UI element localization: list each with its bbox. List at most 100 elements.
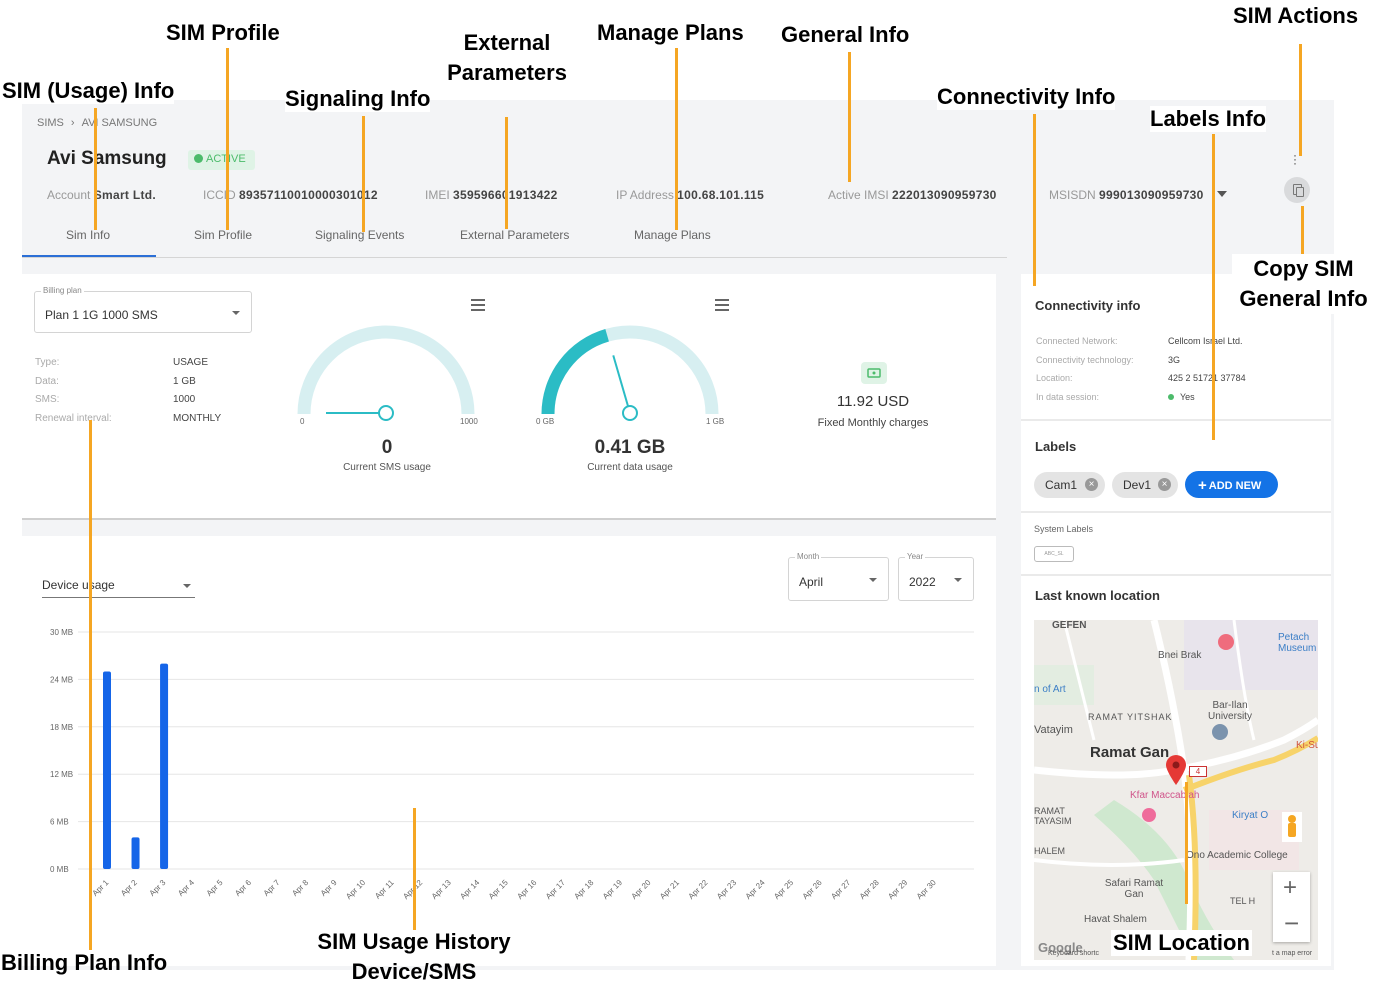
x-tick-label: Apr 25 [772,878,795,901]
data-gauge-min: 0 GB [536,417,555,426]
x-tick-label: Apr 29 [886,878,909,901]
divider [1021,574,1331,576]
data-usage-value: 0.41 GB [594,437,666,458]
chart-bar [131,837,140,869]
map-roads [1034,620,1318,960]
tab-external-parameters[interactable]: External Parameters [460,228,570,242]
map-place-label: RAMAT YITSHAK [1088,712,1173,722]
iccid-info: ICCID 89357110010000301012 [203,188,378,202]
year-select[interactable]: Year 2022 [898,552,974,601]
sms-gauge-menu-icon[interactable] [471,299,485,311]
data-gauge-menu-icon[interactable] [715,299,729,311]
month-select[interactable]: Month April [788,552,889,601]
imei-info: IMEI 359596601913422 [425,188,558,202]
check-circle-icon [194,154,203,163]
breadcrumb: SIMS › AVI SAMSUNG [37,117,157,129]
map-place-label: Vatayim [1034,724,1073,736]
sms-gauge-hub [378,405,394,421]
annotation-line [1299,44,1302,156]
data-gauge-fill [541,329,610,415]
map-place-label: Ramat Gan [1090,744,1170,761]
zoom-out-icon[interactable]: − [1284,908,1300,938]
x-tick-label: Apr 27 [829,878,852,901]
chart-bar [103,671,111,869]
usage-type-select[interactable]: Device usage [42,576,195,598]
map-place-label: HALEM [1034,846,1066,856]
billing-plan-select-label: Billing plan [41,286,84,295]
street-view-icon[interactable] [1282,812,1302,842]
map-place-label: Bar-Ilan University [1208,700,1252,722]
copy-button[interactable] [1284,177,1310,203]
ip-info: IP Address 100.68.101.115 [616,188,764,202]
x-tick-label: Apr 14 [458,878,481,901]
billing-type-key: Type: [35,357,60,368]
label-chip: Cam1 × [1034,472,1105,498]
x-tick-label: Apr 30 [915,878,938,901]
msisdn-label: MSISDN [1049,188,1096,202]
data-session-value: Yes [1168,392,1195,402]
location-map[interactable]: GEFEN Bnei Brak Petach Museum n of Art B… [1034,620,1318,960]
tab-signaling-events[interactable]: Signaling Events [315,228,405,242]
data-gauge-hub [622,405,638,421]
imsi-info: Active IMSI 222013090959730 [828,188,997,202]
y-tick-label: 6 MB [50,818,69,827]
close-icon[interactable]: × [1085,478,1098,491]
annotation-line [362,116,365,232]
divider [1021,419,1331,421]
msisdn-info: MSISDN 999013090959730 [1049,188,1204,202]
chevron-down-icon [954,578,962,582]
account-info: Account Smart Ltd. [47,188,156,202]
x-tick-label: Apr 28 [858,878,881,901]
msisdn-dropdown-icon[interactable] [1217,191,1227,197]
annotation-line [1033,114,1036,286]
data-session-key: In data session: [1036,392,1100,402]
map-place-label: TEL H [1230,896,1256,906]
billing-type-value: USAGE [173,357,209,368]
annotation-line [675,48,678,230]
map-place-label: Havat Shalem [1084,914,1147,925]
breadcrumb-separator: › [70,117,75,129]
close-icon[interactable]: × [1158,478,1171,491]
tab-manage-plans[interactable]: Manage Plans [634,228,711,242]
divider [1021,511,1331,513]
system-labels-title: System Labels [1034,524,1094,534]
technology-key: Connectivity technology: [1036,355,1134,365]
google-logo: Google [1038,940,1083,955]
x-tick-label: Apr 20 [630,878,653,901]
map-place-label: Ki-Su [1296,740,1318,751]
more-actions-icon[interactable]: · · · [1293,148,1297,170]
annotation-sim-profile: SIM Profile [166,20,280,45]
billing-plan-value: Plan 1 1G 1000 SMS [45,308,158,322]
map-place-label: n of Art [1034,684,1066,695]
map-place-label: Safari Ramat Gan [1104,878,1164,900]
sms-gauge-track [297,325,475,415]
breadcrumb-root[interactable]: SIMS [37,117,64,129]
billing-data-value: 1 GB [173,376,196,387]
data-gauge [541,325,719,421]
tab-bar: Sim Info Sim Profile Signaling Events Ex… [22,220,1007,258]
y-tick-label: 24 MB [50,675,73,684]
imsi-label: Active IMSI [828,188,889,202]
x-tick-label: Apr 17 [544,878,567,901]
tab-sim-profile[interactable]: Sim Profile [194,228,253,242]
billing-data-key: Data: [35,376,59,387]
money-icon [861,362,887,384]
tab-sim-info[interactable]: Sim Info [66,228,111,242]
x-tick-label: Apr 24 [744,878,767,901]
location-pin-icon [1166,755,1186,785]
location-title: Last known location [1035,588,1160,603]
add-label-button[interactable]: + ADD NEW [1185,471,1278,498]
report-error-link[interactable]: t a map error [1272,950,1313,957]
msisdn-value: 999013090959730 [1099,188,1204,202]
x-tick-label: Apr 11 [373,878,396,901]
annotation-line [226,48,229,230]
connectivity-title: Connectivity info [1035,298,1141,313]
annotation-billing-plan-info: Billing Plan Info [1,950,168,975]
labels-title: Labels [1035,439,1077,454]
billing-plan-select[interactable]: Billing plan Plan 1 1G 1000 SMS [34,286,252,333]
x-tick-label: Apr 15 [487,878,510,901]
keyboard-shortcuts-link[interactable]: Keyboard shortc [1048,950,1099,957]
zoom-in-icon[interactable]: + [1283,874,1298,901]
sms-gauge-max: 1000 [460,417,478,426]
usage-type-value: Device usage [42,578,115,592]
